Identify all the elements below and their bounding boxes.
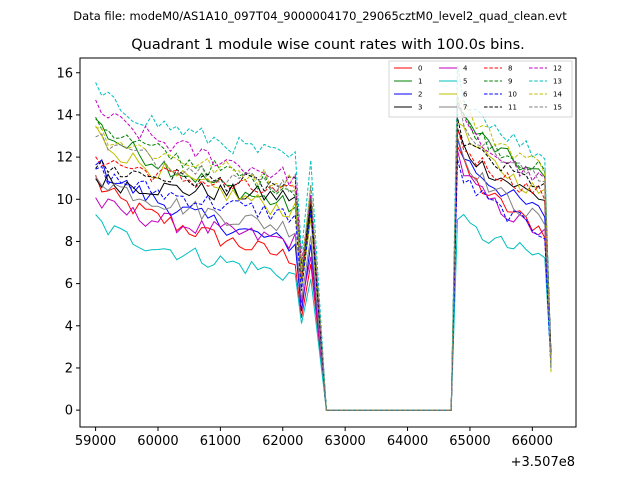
series-line-9: [95, 100, 552, 411]
legend-label-8: 8: [508, 65, 512, 73]
x-tick-label: 63000: [324, 434, 365, 449]
series-line-4: [95, 150, 552, 411]
series-line-10: [95, 159, 552, 411]
series-line-12: [95, 99, 552, 411]
y-tick-label: 6: [65, 277, 73, 292]
legend-label-14: 14: [553, 91, 562, 99]
legend-label-12: 12: [553, 65, 562, 73]
legend-label-5: 5: [463, 78, 467, 86]
series-line-13: [95, 66, 552, 411]
y-axis: 0 2 4 6 8 10 12 14 16: [56, 66, 80, 419]
series-line-7: [95, 137, 552, 411]
y-tick-label: 2: [65, 361, 73, 376]
legend-label-15: 15: [553, 104, 562, 112]
y-tick-label: 8: [65, 235, 73, 250]
series-line-8: [95, 128, 552, 411]
y-tick-label: 0: [65, 404, 73, 419]
y-tick-label: 4: [65, 319, 73, 334]
chart-suptitle: Data file: modeM0/AS1A10_097T04_90000041…: [73, 9, 567, 23]
y-tick-label: 14: [56, 108, 73, 123]
legend-label-0: 0: [418, 65, 422, 73]
legend-label-2: 2: [418, 91, 422, 99]
x-tick-label: 66000: [512, 434, 553, 449]
x-tick-label: 60000: [137, 434, 178, 449]
legend-label-7: 7: [463, 104, 467, 112]
legend-label-3: 3: [418, 104, 422, 112]
y-tick-label: 16: [56, 66, 73, 81]
x-tick-label: 61000: [200, 434, 241, 449]
x-tick-label: 59000: [75, 434, 116, 449]
series-line-11: [95, 117, 552, 411]
plot-lines: [95, 66, 552, 411]
series-line-14: [95, 95, 552, 411]
legend-label-6: 6: [463, 91, 468, 99]
legend-frame: [388, 60, 573, 118]
x-tick-label: 62000: [262, 434, 303, 449]
series-line-1: [95, 104, 552, 411]
legend-label-4: 4: [463, 65, 468, 73]
x-tick-label: 65000: [449, 434, 490, 449]
legend-label-11: 11: [508, 104, 517, 112]
axes-frame: [79, 57, 577, 428]
legend-label-10: 10: [508, 91, 517, 99]
chart-title: Quadrant 1 module wise count rates with …: [131, 37, 525, 53]
series-line-2: [95, 138, 552, 411]
series-line-15: [95, 95, 552, 411]
legend-label-9: 9: [508, 78, 512, 86]
x-offset-label: +3.507e8: [511, 455, 575, 470]
x-axis: 59000 60000 61000 62000 63000 64000 65000 66000: [75, 427, 553, 449]
legend-label-13: 13: [553, 78, 562, 86]
series-line-5: [95, 213, 552, 411]
x-tick-label: 64000: [387, 434, 428, 449]
legend-label-1: 1: [418, 78, 422, 86]
y-tick-label: 10: [56, 193, 73, 208]
series-line-6: [95, 121, 552, 411]
y-tick-label: 12: [56, 151, 73, 166]
